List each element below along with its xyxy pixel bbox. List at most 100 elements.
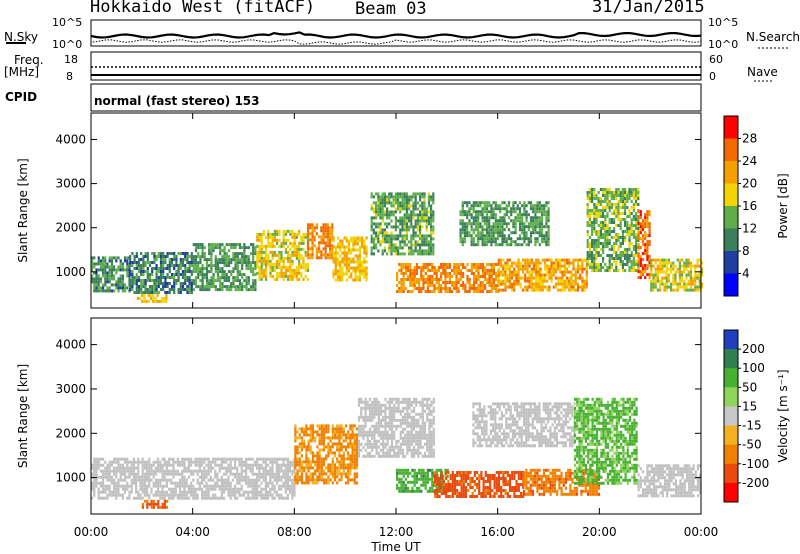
x-axis-label: Time UT	[370, 540, 421, 554]
cpid-value: normal (fast stereo) 153	[94, 94, 260, 108]
x-tick-label: 20:00	[582, 525, 617, 539]
chart-panel-power: 1000 2000 3000 4000 Slant Range [km] 4 8 12 16 20…	[16, 112, 790, 309]
nsearch-trace	[90, 39, 702, 45]
echo-region	[91, 256, 131, 293]
x-tick-label: 08:00	[277, 525, 312, 539]
colorbar-swatch	[724, 387, 738, 407]
echo-region	[332, 236, 368, 282]
echo-region	[256, 229, 309, 281]
noise-tick-high-left: 10^5	[52, 16, 83, 29]
colorbar: 4 8 12 16 20 24 28 Power [dB]	[723, 115, 790, 297]
colorbar-swatch	[724, 482, 738, 503]
colorbar-tick-label: 50	[742, 380, 757, 394]
x-tick-label: 16:00	[480, 525, 515, 539]
colorbar-tick-label: 12	[742, 222, 757, 236]
echo-region	[357, 397, 435, 458]
y-axis-label: Slant Range [km]	[16, 158, 30, 262]
colorbar-swatch	[724, 406, 738, 427]
y-tick-label: 2000	[55, 221, 86, 235]
y-tick-label: 4000	[55, 338, 86, 352]
colorbar-tick-label: -15	[742, 419, 762, 433]
echo-region	[650, 258, 703, 292]
echo-region	[586, 188, 640, 272]
colorbar-tick-label: 4	[742, 267, 750, 281]
echo-region	[141, 499, 169, 509]
colorbar-swatch	[724, 116, 738, 139]
echo-region	[136, 293, 168, 303]
colorbar-tick-label: -50	[742, 438, 762, 452]
y-tick-label: 4000	[55, 132, 86, 146]
nsearch-label: N.Search	[746, 30, 800, 44]
colorbar-swatch	[724, 368, 738, 388]
echo-region	[637, 464, 702, 498]
nsky-label: N.Sky	[4, 30, 39, 44]
y-tick-label: 1000	[55, 265, 86, 279]
colorbar-tick-label: 16	[742, 199, 757, 213]
date-label: 31/Jan/2015	[592, 0, 705, 17]
echo-region	[370, 192, 435, 256]
echo-region	[573, 397, 638, 485]
x-tick-label: 04:00	[175, 525, 210, 539]
cpid-panel	[90, 83, 702, 112]
colorbar-swatch	[724, 463, 738, 484]
colorbar-label: Power [dB]	[776, 173, 790, 238]
echo-region	[129, 252, 193, 294]
cpid-label: CPID	[5, 90, 38, 104]
nave-tick-high: 60	[709, 53, 723, 66]
x-tick-label: 12:00	[379, 525, 414, 539]
echo-region	[459, 201, 550, 247]
colorbar-frame	[723, 329, 739, 503]
noise-tick-low-right: 10^0	[708, 38, 739, 51]
colorbar-tick-label: 28	[742, 132, 757, 146]
colorbar-swatch	[724, 273, 738, 297]
freq-label: Freq.	[14, 53, 44, 67]
freq-panel	[90, 51, 702, 81]
colorbar-swatch	[724, 161, 738, 184]
y-tick-label: 3000	[55, 382, 86, 396]
freq-tick-low: 8	[66, 70, 73, 83]
colorbar-tick-label: 15	[742, 399, 757, 413]
colorbar-tick-label: 100	[742, 361, 765, 375]
freq-tick-high: 18	[64, 53, 78, 66]
y-axis-label: Slant Range [km]	[16, 364, 30, 468]
x-tick-label: 00:00	[684, 525, 719, 539]
noise-tick-high-right: 10^5	[708, 16, 739, 29]
colorbar-swatch	[724, 444, 738, 465]
freq-unit: [MHz]	[4, 65, 40, 79]
y-tick-label: 2000	[55, 426, 86, 440]
nsky-trace	[90, 31, 702, 39]
echo-region	[396, 263, 500, 293]
echo-region	[497, 258, 588, 292]
colorbar-swatch	[724, 206, 738, 229]
colorbar-tick-label: 20	[742, 177, 757, 191]
x-tick-label: 00:00	[74, 525, 109, 539]
colorbar: 200 100 50 15 -15 -50 -100 -200 Velocity [m s⁻¹]	[723, 329, 790, 503]
chart-panel-velocity: 1000 2000 3000 4000 Slant Range [km] 00:00 04:…	[16, 317, 790, 554]
colorbar-swatch	[724, 349, 738, 369]
colorbar-tick-label: 8	[742, 244, 750, 258]
echo-region	[91, 457, 296, 500]
echo-region	[472, 402, 576, 448]
echo-region	[434, 471, 525, 498]
colorbar-tick-label: 24	[742, 154, 757, 168]
y-tick-label: 1000	[55, 471, 86, 485]
colorbar-tick-label: -100	[742, 457, 769, 471]
noise-tick-low-left: 10^0	[52, 38, 83, 51]
colorbar-swatch	[724, 251, 738, 274]
colorbar-swatch	[724, 138, 738, 162]
colorbar-tick-label: 200	[742, 342, 765, 356]
noise-panel	[90, 19, 702, 47]
nave-tick-low: 0	[709, 70, 716, 83]
colorbar-tick-label: -200	[742, 476, 769, 490]
colorbar-swatch	[724, 330, 738, 350]
colorbar-swatch	[724, 183, 738, 207]
colorbar-swatch	[724, 228, 738, 252]
station-title: Hokkaido West (fitACF)	[90, 0, 316, 17]
echo-region	[307, 223, 334, 260]
beam-label: Beam 03	[355, 0, 427, 19]
echo-region	[523, 468, 601, 496]
echo-region	[294, 424, 359, 485]
colorbar-swatch	[724, 425, 738, 446]
y-tick-label: 3000	[55, 177, 86, 191]
echo-region	[192, 243, 257, 292]
